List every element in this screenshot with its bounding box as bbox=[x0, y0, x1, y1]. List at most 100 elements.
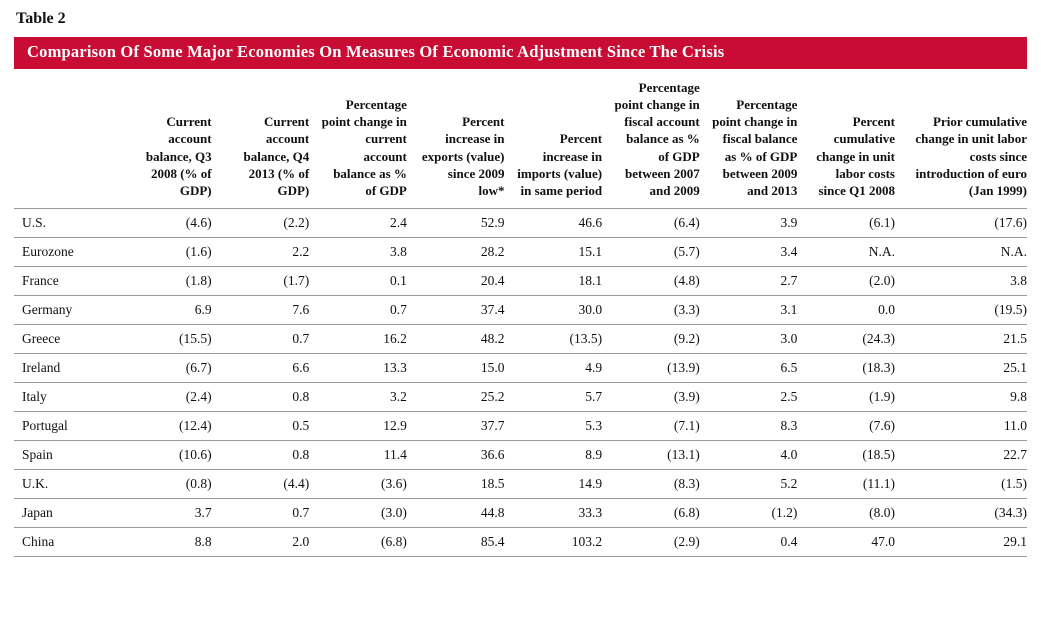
data-cell: (5.7) bbox=[602, 237, 700, 267]
economies-table: Current account balance, Q3 2008 (% of G… bbox=[14, 79, 1027, 558]
data-cell: (18.3) bbox=[797, 353, 895, 383]
data-cell: 2.0 bbox=[211, 527, 310, 558]
row-label: Japan bbox=[14, 498, 114, 528]
data-cell: (3.9) bbox=[602, 382, 700, 412]
column-header: Percent increase in exports (value) sinc… bbox=[421, 114, 505, 198]
data-cell: 5.3 bbox=[504, 411, 603, 441]
data-cell: 5.2 bbox=[699, 469, 798, 499]
column-header: Percent cumulative change in unit labor … bbox=[816, 114, 895, 198]
data-cell: (0.8) bbox=[114, 469, 212, 499]
data-cell: (2.2) bbox=[211, 208, 310, 238]
column-header: Percentage point change in fiscal accoun… bbox=[614, 80, 700, 198]
data-cell: (7.6) bbox=[797, 411, 895, 441]
table-row: Spain (10.6) 0.8 11.4 36.6 8.9 (13.1) 4.0 (18.5)… bbox=[14, 440, 1027, 470]
data-cell: (2.9) bbox=[602, 527, 700, 558]
data-cell: 52.9 bbox=[406, 208, 505, 238]
data-cell: 12.9 bbox=[309, 411, 407, 441]
table-row: Japan 3.7 0.7 (3.0) 44.8 33.3 (6.8) (1.2) (8.0)(… bbox=[14, 498, 1027, 528]
data-cell: (12.4) bbox=[114, 411, 212, 441]
data-cell: 11.0 bbox=[895, 411, 1027, 441]
data-cell: 0.7 bbox=[309, 295, 407, 325]
row-label: U.S. bbox=[14, 208, 114, 238]
table-row: Eurozone (1.6) 2.2 3.8 28.2 15.1 (5.7) 3.4 N.A. N… bbox=[14, 237, 1027, 267]
row-label: Portugal bbox=[14, 411, 114, 441]
row-label: Germany bbox=[14, 295, 114, 325]
data-cell: 2.7 bbox=[699, 266, 798, 296]
data-cell: 0.4 bbox=[699, 527, 798, 558]
table-row: Greece (15.5) 0.7 16.2 48.2 (13.5) (9.2) 3.0 (24… bbox=[14, 324, 1027, 354]
data-cell: (8.0) bbox=[797, 498, 895, 528]
data-cell: (6.4) bbox=[602, 208, 700, 238]
data-cell: (1.7) bbox=[211, 266, 310, 296]
data-cell: 37.7 bbox=[406, 411, 505, 441]
data-cell: 15.0 bbox=[406, 353, 505, 383]
column-header: Percent increase in imports (value) in s… bbox=[517, 131, 603, 198]
data-cell: 3.9 bbox=[699, 208, 798, 238]
row-label: Eurozone bbox=[14, 237, 114, 267]
data-cell: 3.0 bbox=[699, 324, 798, 354]
data-cell: 2.4 bbox=[309, 208, 407, 238]
data-cell: (13.5) bbox=[504, 324, 603, 354]
data-cell: (1.5) bbox=[895, 469, 1027, 499]
data-cell: (18.5) bbox=[797, 440, 895, 470]
data-cell: (2.4) bbox=[114, 382, 212, 412]
data-cell: (1.8) bbox=[114, 266, 212, 296]
data-cell: 5.7 bbox=[504, 382, 603, 412]
table-row: Portugal (12.4) 0.5 12.9 37.7 5.3 (7.1) 8.3 (7.6… bbox=[14, 411, 1027, 441]
data-cell: 18.5 bbox=[406, 469, 505, 499]
data-cell: (1.2) bbox=[699, 498, 798, 528]
data-cell: 25.2 bbox=[406, 382, 505, 412]
data-cell: 0.8 bbox=[211, 382, 310, 412]
data-cell: 44.8 bbox=[406, 498, 505, 528]
data-cell: 0.0 bbox=[797, 295, 895, 325]
data-cell: 0.5 bbox=[211, 411, 310, 441]
table-header: Current account balance, Q3 2008 (% of G… bbox=[14, 79, 1027, 209]
data-cell: 16.2 bbox=[309, 324, 407, 354]
data-cell: 6.5 bbox=[699, 353, 798, 383]
table-number-label: Table 2 bbox=[16, 10, 66, 27]
data-cell: (11.1) bbox=[797, 469, 895, 499]
data-cell: 3.4 bbox=[699, 237, 798, 267]
data-cell: 37.4 bbox=[406, 295, 505, 325]
data-cell: (6.8) bbox=[602, 498, 700, 528]
data-cell: 0.7 bbox=[211, 498, 310, 528]
data-cell: (13.9) bbox=[602, 353, 700, 383]
data-cell: (15.5) bbox=[114, 324, 212, 354]
data-cell: 33.3 bbox=[504, 498, 603, 528]
row-label: Ireland bbox=[14, 353, 114, 383]
table-row: Ireland (6.7) 6.6 13.3 15.0 4.9 (13.9) 6.5 (18.3… bbox=[14, 353, 1027, 383]
data-cell: 9.8 bbox=[895, 382, 1027, 412]
data-cell: (2.0) bbox=[797, 266, 895, 296]
data-cell: 2.5 bbox=[699, 382, 798, 412]
table-body: U.S. (4.6) (2.2) 2.4 52.9 46.6 (6.4) 3.9 (6.1) (1… bbox=[14, 208, 1027, 558]
data-cell: 47.0 bbox=[797, 527, 895, 558]
data-cell: 6.9 bbox=[114, 295, 212, 325]
data-cell: 25.1 bbox=[895, 353, 1027, 383]
data-cell: 103.2 bbox=[504, 527, 603, 558]
header-row: Current account balance, Q3 2008 (% of G… bbox=[14, 79, 1027, 209]
data-cell: (3.0) bbox=[309, 498, 407, 528]
data-cell: (10.6) bbox=[114, 440, 212, 470]
data-cell: 0.7 bbox=[211, 324, 310, 354]
data-cell: (13.1) bbox=[602, 440, 700, 470]
data-cell: (4.6) bbox=[114, 208, 212, 238]
data-cell: 11.4 bbox=[309, 440, 407, 470]
data-cell: (6.8) bbox=[309, 527, 407, 558]
data-cell: (24.3) bbox=[797, 324, 895, 354]
data-cell: 13.3 bbox=[309, 353, 407, 383]
data-cell: 28.2 bbox=[406, 237, 505, 267]
column-header: Prior cumulative change in unit labor co… bbox=[915, 114, 1027, 198]
data-cell: (9.2) bbox=[602, 324, 700, 354]
data-cell: 3.8 bbox=[309, 237, 407, 267]
data-cell: (34.3) bbox=[895, 498, 1027, 528]
data-cell: 8.3 bbox=[699, 411, 798, 441]
column-header: Percentage point change in current accou… bbox=[321, 97, 407, 198]
table-row: France (1.8) (1.7) 0.1 20.4 18.1 (4.8) 2.7 (2.0)… bbox=[14, 266, 1027, 296]
data-cell: 0.1 bbox=[309, 266, 407, 296]
data-cell: 3.7 bbox=[114, 498, 212, 528]
data-cell: N.A. bbox=[797, 237, 895, 267]
data-cell: 6.6 bbox=[211, 353, 310, 383]
data-cell: 15.1 bbox=[504, 237, 603, 267]
data-cell: 3.2 bbox=[309, 382, 407, 412]
row-label: China bbox=[14, 527, 114, 558]
